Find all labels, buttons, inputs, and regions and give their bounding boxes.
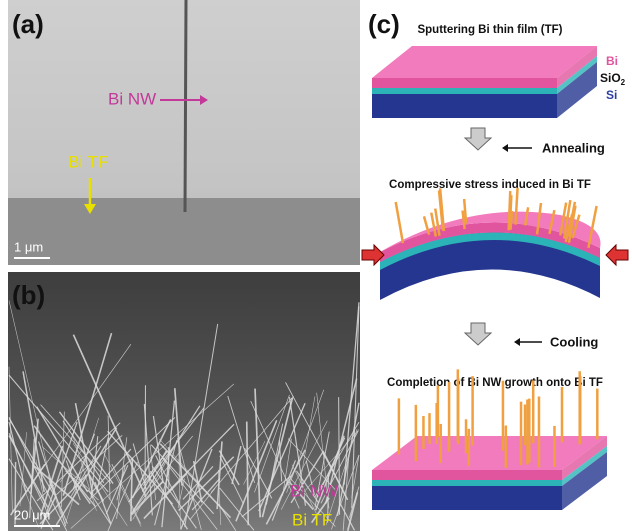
step-title: Completion of Bi NW growth onto Bi TF: [387, 377, 603, 389]
step-title: Sputtering Bi thin film (TF): [417, 24, 562, 36]
annotation: Bi TF: [292, 510, 332, 529]
annotation: Bi NW: [290, 481, 338, 500]
process-arrow: [465, 323, 491, 345]
process-label: Annealing: [542, 140, 605, 155]
pointer-head: [514, 338, 520, 346]
layer-front: [372, 88, 557, 94]
pointer-head: [502, 144, 508, 152]
rod: [510, 211, 512, 230]
layer-label: Si: [606, 88, 617, 102]
nanowire: [185, 0, 186, 212]
layer-label: Bi: [606, 54, 618, 68]
layer-front: [372, 78, 557, 88]
stress-arrow: [606, 245, 628, 265]
panel-label: (a): [12, 9, 44, 39]
layer-front: [372, 480, 562, 486]
figure: (a) Bi NW Bi TF 1 μm (b) Bi NW Bi TF 20 …: [0, 0, 632, 531]
rod: [396, 202, 403, 243]
scale-bar-label: 20 μm: [14, 507, 50, 522]
layer-front: [372, 470, 562, 480]
annotation: Bi NW: [108, 89, 156, 108]
panel-label: (c): [368, 9, 400, 39]
process-label: Cooling: [550, 334, 598, 349]
panel-label: (b): [12, 280, 45, 310]
scale-bar-label: 1 μm: [14, 239, 43, 254]
layer-label: SiO2: [600, 71, 626, 87]
step-title: Compressive stress induced in Bi TF: [389, 179, 591, 191]
layer-front: [372, 94, 557, 118]
panel-c: (c) Sputtering Bi thin film (TF) Compres…: [362, 9, 628, 510]
panel-a: (a) Bi NW Bi TF 1 μm: [8, 0, 360, 265]
annotation: Bi TF: [68, 152, 108, 171]
process-arrow: [465, 128, 491, 150]
panel-b: (b) Bi NW Bi TF 20 μm: [8, 272, 360, 531]
layer-front: [372, 486, 562, 510]
